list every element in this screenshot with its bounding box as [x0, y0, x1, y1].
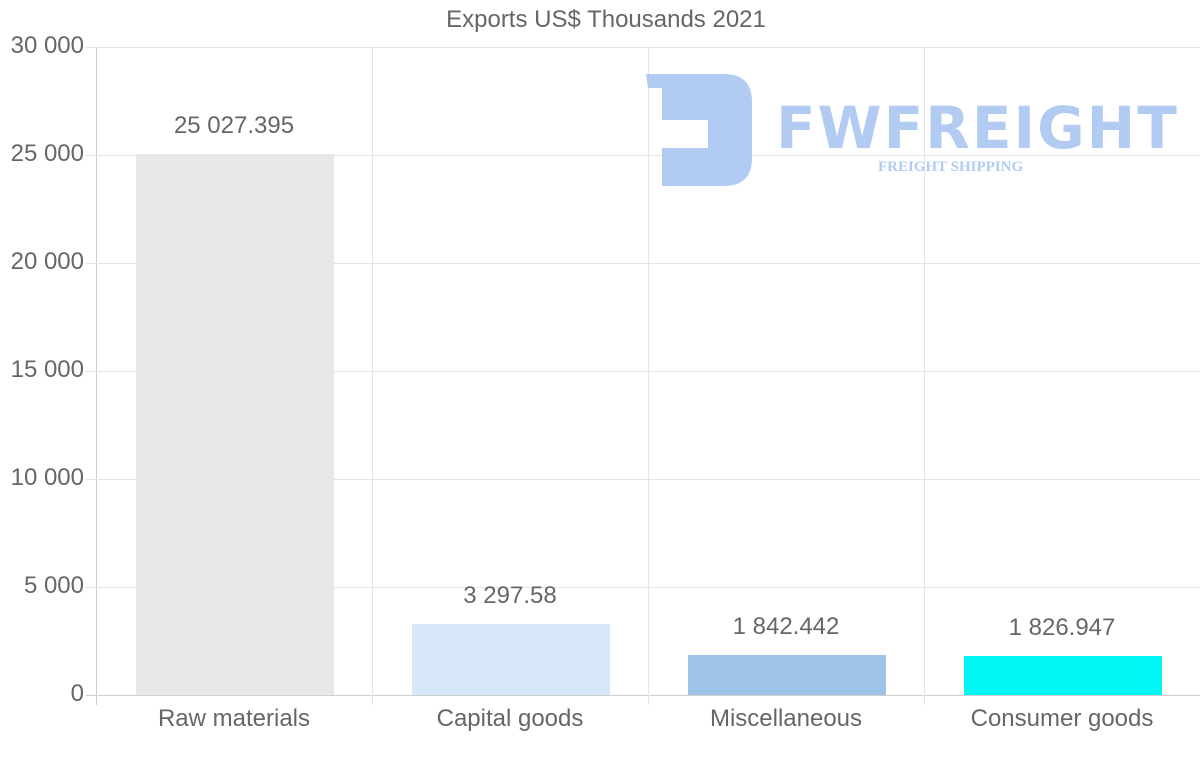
gridline-horizontal — [86, 479, 1200, 480]
x-tick-label: Raw materials — [157, 705, 311, 732]
y-axis-line — [96, 47, 97, 705]
bar-value-label: 25 027.395 — [173, 112, 295, 140]
gridline-horizontal — [86, 263, 1200, 264]
gridline-horizontal — [86, 371, 1200, 372]
bar-raw-materials[interactable] — [136, 154, 334, 695]
gridline-vertical — [372, 47, 373, 705]
y-tick-label: 15 000 — [10, 356, 84, 383]
y-tick-label: 25 000 — [10, 140, 84, 167]
y-tick-label: 0 — [70, 680, 84, 707]
plot-area: 30 000 25 000 20 000 15 000 10 000 5 000 0 25 0… — [11, 34, 1200, 732]
gridline-vertical — [648, 47, 649, 705]
bar-value-label: 3 297.58 — [463, 581, 557, 609]
x-tick-label: Capital goods — [436, 705, 584, 732]
gridline-horizontal — [86, 155, 1200, 156]
bar-consumer-goods[interactable] — [964, 655, 1162, 695]
y-tick-label: 20 000 — [10, 248, 84, 275]
y-tick-label: 30 000 — [10, 32, 84, 59]
bar-value-label: 1 842.442 — [732, 613, 840, 641]
y-tick-label: 5 000 — [23, 572, 84, 599]
gridline-horizontal — [86, 587, 1200, 588]
x-tick-label: Consumer goods — [970, 705, 1154, 732]
watermark-logo: FWFREIGHT FREIGHT SHIPPING — [646, 72, 1177, 192]
gridline-horizontal — [86, 695, 1200, 696]
watermark-brand: FWFREIGHT — [776, 94, 1179, 162]
y-tick-label: 10 000 — [10, 464, 84, 491]
bar-capital-goods[interactable] — [412, 623, 610, 695]
gridline-horizontal — [86, 47, 1200, 48]
fwfreight-logo-icon — [646, 74, 752, 186]
bar-value-label: 1 826.947 — [1008, 613, 1116, 641]
watermark-tagline: FREIGHT SHIPPING — [878, 159, 1024, 175]
x-tick-label: Miscellaneous — [709, 705, 863, 732]
chart-title: Exports US$ Thousands 2021 — [446, 6, 766, 33]
gridline-vertical — [924, 47, 925, 705]
bar-miscellaneous[interactable] — [688, 655, 886, 695]
